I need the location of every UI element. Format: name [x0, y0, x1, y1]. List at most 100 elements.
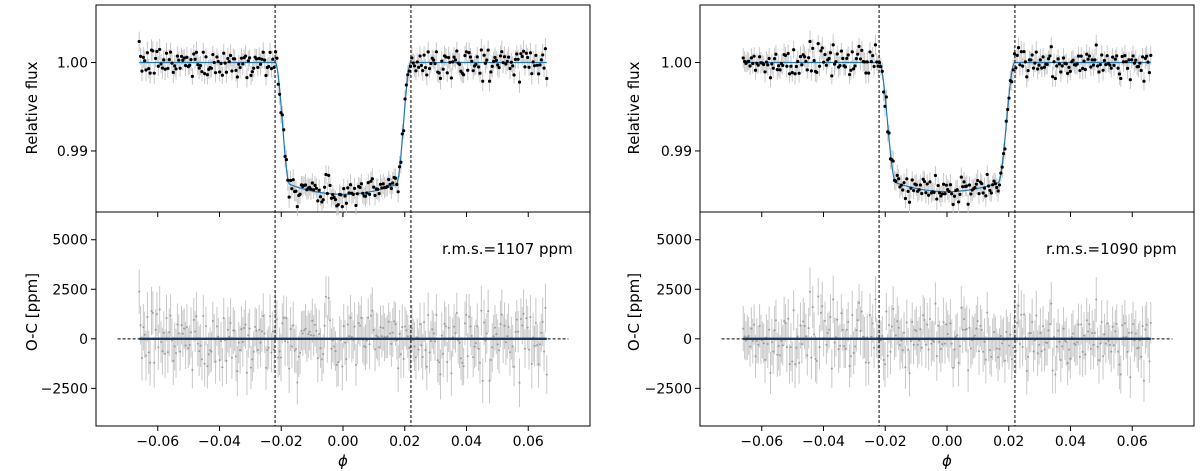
left-flux-point: [483, 61, 488, 65]
left-x-axis: −0.06 −0.04 −0.02 0.00 0.02 0.04 0.06: [136, 212, 544, 450]
right-flux-point: [980, 181, 984, 186]
left-flux-point: [209, 66, 214, 70]
left-residual-point: [165, 317, 168, 320]
left-residual-point: [183, 327, 186, 330]
left-residual-point: [202, 314, 205, 317]
right-residual-point: [993, 331, 996, 334]
right-residual-point: [764, 358, 767, 361]
right-residual-point: [1063, 339, 1066, 342]
left-flux-point: [190, 74, 194, 78]
left-flux-point: [395, 182, 399, 187]
left-flux-point: [235, 75, 239, 79]
left-flux-point: [178, 66, 182, 70]
right-flux-point: [1018, 63, 1022, 67]
right-residual-point: [1076, 341, 1079, 344]
right-flux-point: [1139, 68, 1143, 73]
right-flux-point: [955, 188, 959, 192]
right-residual-point: [1104, 342, 1107, 345]
left-residual-point: [271, 330, 274, 333]
left-flux-point: [453, 58, 458, 62]
right-residual-point: [889, 350, 892, 353]
left-flux-point: [497, 66, 501, 70]
left-residual-point: [439, 373, 442, 376]
left-residual-point: [483, 321, 486, 324]
left-residual-point: [237, 341, 240, 344]
right-residual-point: [800, 342, 803, 345]
right-residual-point: [751, 340, 754, 343]
right-residual-point: [873, 346, 876, 349]
right-residual-point: [834, 336, 837, 339]
left-flux-point: [381, 182, 385, 186]
right-residual-point: [1066, 362, 1069, 365]
left-residual-point: [435, 313, 438, 316]
right-residual-point: [927, 348, 930, 351]
right-residual-point: [916, 343, 919, 346]
left-residual-point: [420, 344, 423, 347]
left-residual-point: [465, 313, 468, 316]
right-x-tick-label: 0.06: [1117, 434, 1148, 450]
left-flux-point: [515, 52, 519, 56]
right-residual-point: [1145, 323, 1148, 326]
left-x-tick-label: 0.00: [327, 434, 358, 450]
right-flux-point: [951, 202, 955, 207]
left-residual-point: [353, 325, 356, 328]
left-residual-point: [195, 315, 198, 318]
right-flux-point: [1083, 67, 1087, 72]
left-residual-point: [184, 344, 187, 347]
right-flux-point: [899, 183, 903, 187]
right-flux-point: [862, 60, 867, 64]
right-flux-point: [1051, 75, 1055, 79]
left-flux-point: [166, 66, 170, 71]
right-flux-point: [880, 69, 884, 73]
right-residual-point: [882, 358, 885, 361]
right-flux-point: [871, 54, 875, 58]
left-residual-point: [301, 332, 304, 335]
right-residual-point: [830, 367, 833, 370]
left-flux-point: [370, 177, 374, 181]
left-residual-point: [161, 350, 164, 353]
right-residual-point: [911, 320, 914, 323]
left-residual-point: [431, 328, 434, 331]
right-residual-point: [1077, 323, 1080, 326]
left-residual-point: [217, 335, 220, 338]
left-residual-point: [147, 351, 150, 354]
right-residual-point: [999, 334, 1002, 337]
right-residual-point: [742, 327, 745, 330]
left-flux-point: [468, 55, 473, 59]
left-flux-point: [212, 60, 216, 65]
right-residual-point: [1061, 345, 1064, 348]
right-flux-ylabel: Relative flux: [625, 61, 643, 154]
right-flux-panel: Relative flux: [625, 4, 1195, 213]
left-residual-point: [169, 314, 172, 317]
right-flux-point: [802, 55, 807, 59]
right-flux-point: [907, 200, 912, 204]
left-flux-point: [249, 73, 253, 77]
left-flux-point: [171, 70, 175, 74]
right-residual-point: [1142, 379, 1145, 382]
left-residual-point: [309, 334, 312, 337]
left-residual-y-tick-label: 0: [79, 332, 88, 348]
left-flux-point: [185, 55, 189, 59]
left-residual-point: [145, 354, 148, 357]
right-flux-point: [1025, 75, 1029, 79]
right-flux-point: [906, 189, 910, 193]
left-flux-point: [361, 191, 365, 195]
left-flux-point: [516, 57, 520, 61]
right-residual-point: [1110, 350, 1113, 353]
left-residual-point: [275, 318, 278, 321]
right-flux-point: [912, 188, 916, 193]
right-flux-point: [797, 71, 801, 75]
left-flux-point: [536, 72, 541, 76]
left-residual-point: [269, 315, 272, 318]
left-flux-point: [545, 76, 549, 81]
right-flux-point: [856, 52, 860, 56]
right-residual-point: [894, 334, 897, 337]
left-flux-point: [452, 55, 456, 59]
right-flux-point: [1022, 50, 1026, 54]
left-flux-point: [377, 192, 381, 196]
right-flux-point: [905, 177, 909, 181]
left-flux-point: [254, 57, 259, 61]
left-residual-point: [342, 325, 345, 328]
right-residual-point: [1047, 329, 1050, 332]
left-flux-point: [336, 203, 340, 207]
